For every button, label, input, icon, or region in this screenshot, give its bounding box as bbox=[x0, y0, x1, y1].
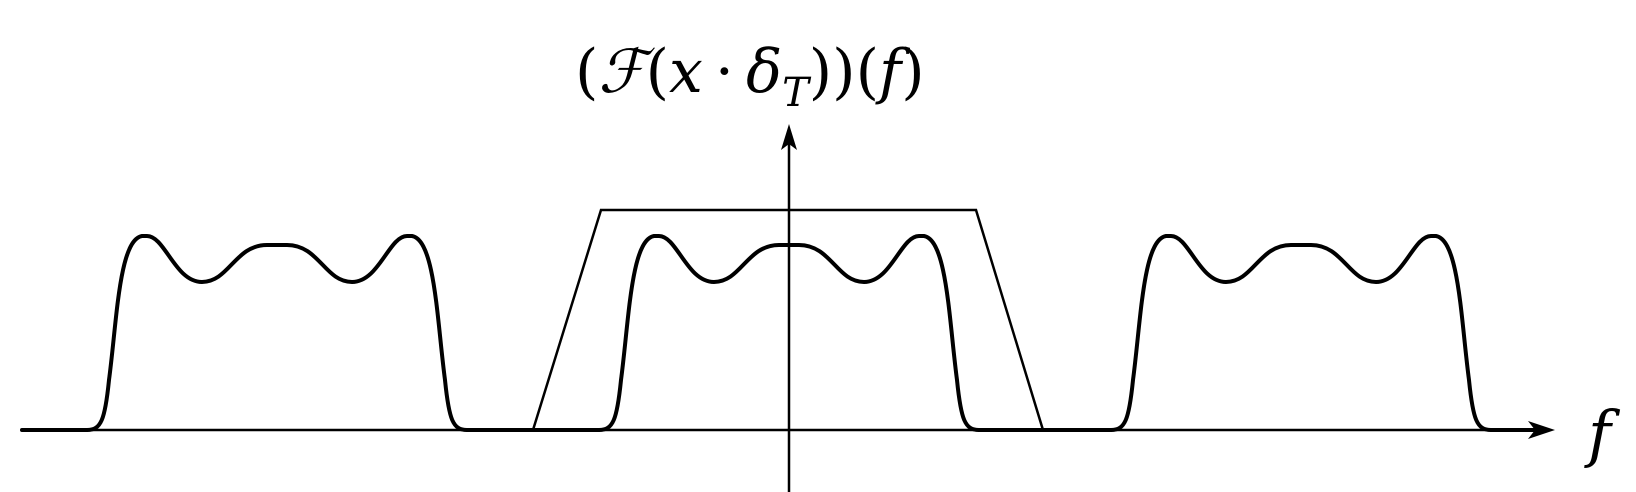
spectral-copies bbox=[85, 234, 1493, 432]
spectral-copy-2 bbox=[597, 234, 981, 432]
title-delta: δ bbox=[746, 37, 782, 107]
title-inner-open-paren: ( bbox=[646, 37, 669, 107]
title-dot: · bbox=[715, 37, 734, 107]
title-x: x bbox=[669, 37, 703, 107]
horizontal-axis-arrowhead bbox=[1528, 421, 1555, 439]
title-open-paren: ( bbox=[575, 37, 598, 107]
spectral-copy-3 bbox=[1109, 234, 1493, 432]
spectral-copy-1 bbox=[85, 234, 469, 432]
x-axis-label: f bbox=[1584, 397, 1621, 470]
title-close-paren: ) bbox=[901, 37, 924, 107]
vertical-axis-arrowhead bbox=[781, 124, 797, 150]
diagram-title: (ℱ(x · δT))(f) bbox=[575, 37, 925, 116]
title-subscript-t: T bbox=[782, 70, 812, 116]
title-close-parens: ))( bbox=[809, 37, 879, 107]
lowpass-filter-outline bbox=[531, 208, 1045, 431]
